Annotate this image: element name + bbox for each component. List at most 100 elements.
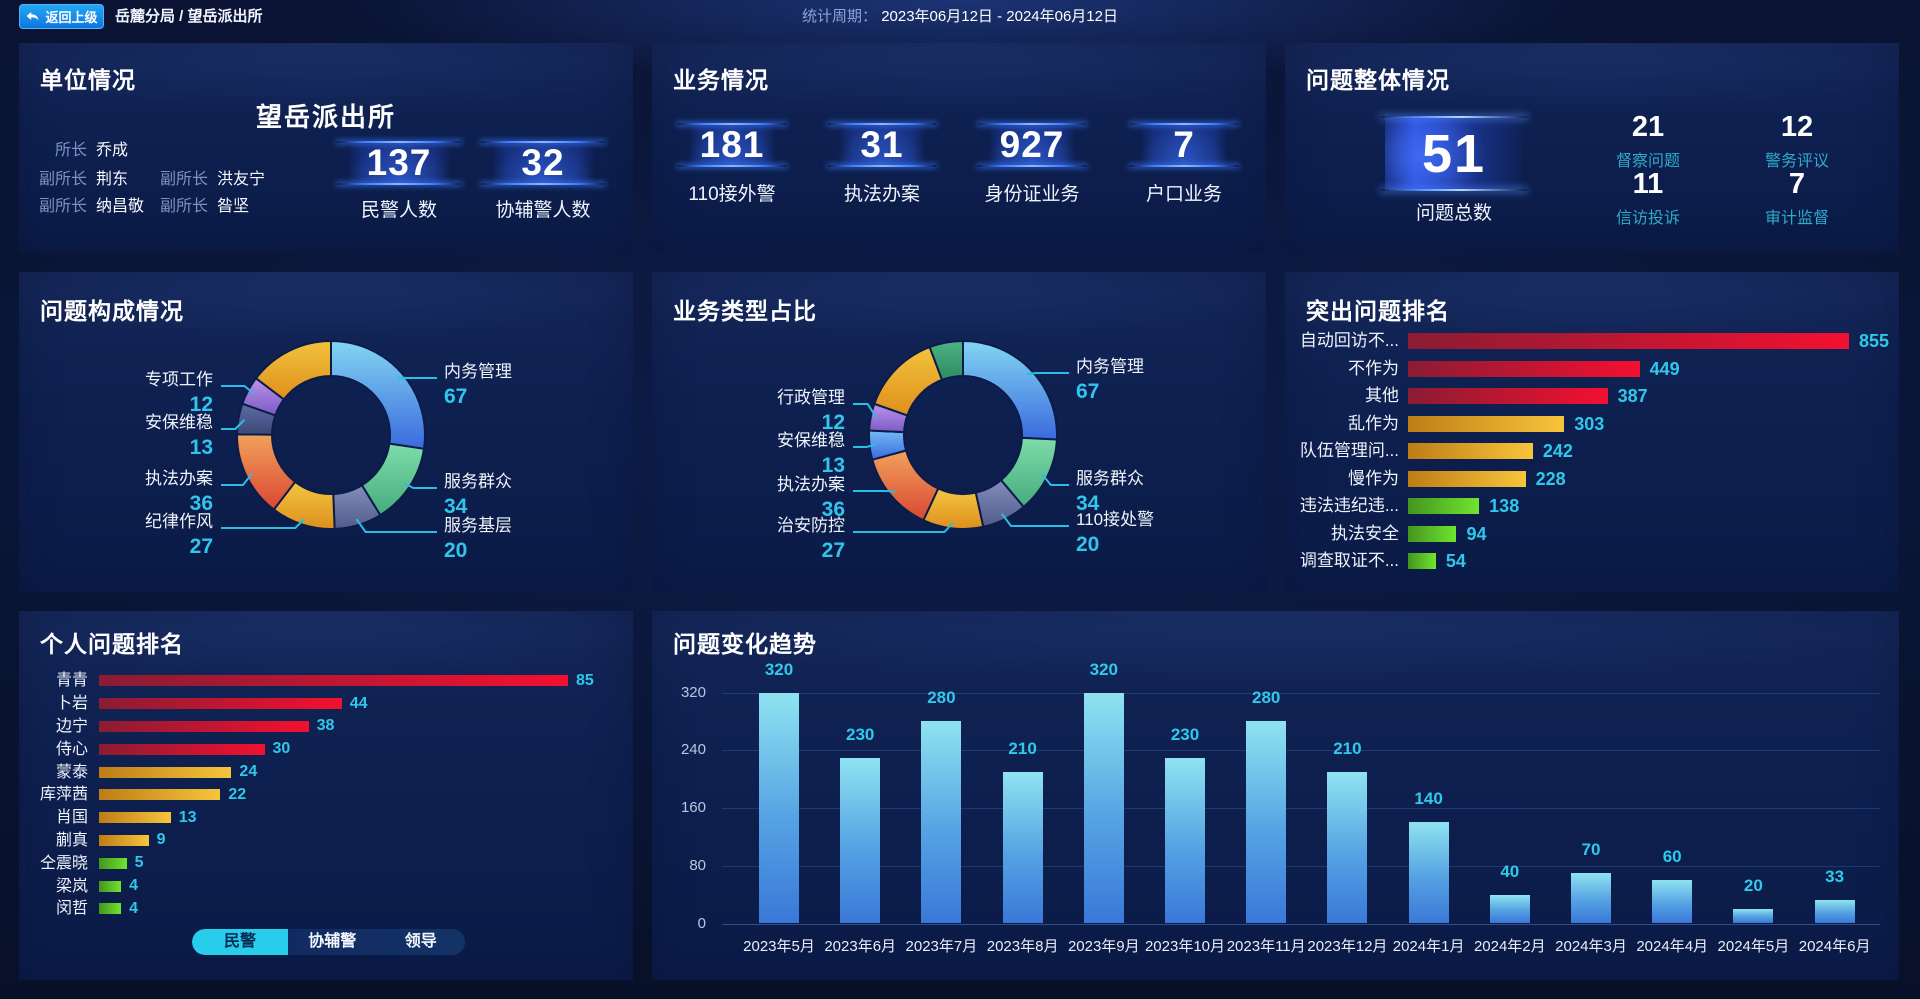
bar[interactable] [1408,388,1608,404]
panel-business-type-share: 业务类型占比 内务管理 67 服务群众 34 110接处警 20 治安防控 27 执法办案 36 安… [652,272,1266,592]
bar[interactable] [99,766,232,778]
panel-problem-trend: 问题变化趋势 0 80 160 240 320 320 2023年5月 230 2023年6月 2… [652,611,1899,980]
bar-value: 4 [129,899,138,917]
substat-value: 21 [1631,111,1665,143]
bar[interactable] [99,675,568,687]
stat-label: 户口业务 [1145,184,1222,205]
bar[interactable] [1408,553,1436,569]
bar[interactable] [99,812,171,824]
bar[interactable] [99,789,221,801]
stat-beam-auxiliary-count: 32 [481,141,605,185]
panel-title: 业务类型占比 [673,298,817,324]
bar-value: 40 [1500,861,1520,881]
donut-segment[interactable] [871,449,940,522]
bar[interactable] [99,834,149,846]
x-axis-label: 2024年4月 [1636,937,1709,955]
donut-segment[interactable] [962,339,1058,441]
donut-label-value: 20 [444,539,467,562]
bar-value: 303 [1574,413,1605,434]
x-axis-label: 2024年5月 [1717,937,1790,955]
bar-category-label: 卜岩 [55,695,88,713]
bar[interactable] [1408,333,1849,349]
bar-value: 387 [1617,386,1648,406]
panel-problem-composition: 问题构成情况 内务管理 67 服务群众 34 服务基层 20 纪律作风 27 执法办案 36 安保维… [19,272,633,592]
bar[interactable] [1652,880,1693,924]
stat-label: 问题总数 [1415,203,1492,224]
donut-label-line [853,443,876,448]
stat-beam: 181 [678,123,786,167]
bar[interactable] [1246,721,1287,924]
bar[interactable] [99,698,342,710]
bar[interactable] [99,720,309,732]
top-bar: 返回上级 岳麓分局 / 望岳派出所 统计周期： 2023年06月12日 - 20… [0,0,1920,33]
breadcrumb: 岳麓分局 / 望岳派出所 [115,8,263,25]
bar-value: 20 [1743,876,1763,896]
x-axis-label: 2023年11月 [1226,937,1306,955]
x-axis-label: 2023年12月 [1307,937,1388,955]
roster-name: 乔成 [96,142,129,159]
bar[interactable] [1165,757,1205,924]
bar[interactable] [1489,894,1530,924]
bar[interactable] [921,721,962,924]
bar[interactable] [1083,692,1124,924]
bar[interactable] [1408,470,1526,487]
panel-personal-problem-ranking: 个人问题排名 青青 85 卜岩 44 边宁 38 侍心 30 蒙泰 24 库萍茜 22 肖国 13 蒯真 9 仝… [19,611,633,980]
stat-value: 7 [1173,124,1195,165]
stat-label: 110接外警 [688,184,776,205]
donut-label-line [355,518,437,533]
stat-value: 137 [366,142,432,183]
roster-row: 副所长 纳昌敬 副所长 昝坚 [19,198,633,216]
bar-category-label: 自动回访不... [1299,331,1399,350]
panel-title: 问题变化趋势 [673,631,817,657]
x-axis-label: 2023年6月 [824,937,897,955]
stat-value: 31 [860,124,904,165]
donut-segment[interactable] [254,339,332,401]
roster-name: 纳昌敬 [96,198,145,215]
stat-beam-police-count: 137 [337,141,461,185]
donut-label-name: 服务群众 [444,472,512,491]
panel-title: 业务情况 [673,67,769,93]
bar-category-label: 乱作为 [1348,413,1399,433]
y-axis-label: 0 [697,914,706,932]
tab-police[interactable]: 民警 [192,929,288,955]
bar[interactable] [99,903,122,915]
bar-value: 228 [1535,468,1566,489]
bar[interactable] [99,743,265,755]
bar[interactable] [99,857,127,869]
roster-name: 洪友宁 [217,171,266,188]
bar[interactable] [1571,872,1611,924]
donut-segment[interactable] [928,339,964,382]
donut-segment[interactable] [330,339,426,450]
bar[interactable] [1814,899,1855,924]
bar[interactable] [759,692,799,924]
bar[interactable] [1408,415,1565,432]
bar[interactable] [1408,822,1449,924]
bar[interactable] [1408,360,1640,377]
bar[interactable] [1733,909,1774,924]
bar[interactable] [1408,498,1480,514]
bar[interactable] [1002,771,1043,924]
tab-leader[interactable]: 领导 [404,933,437,950]
tab-auxiliary[interactable]: 协辅警 [308,933,357,950]
bar-value: 30 [272,740,291,758]
donut-label-name: 安保维稳 [145,413,213,432]
gridline [722,808,1880,810]
panel-prominent-problem-ranking: 突出问题排名 自动回访不... 855 不作为 449 其他 387 乱作为 303 队伍管理问… [1285,272,1899,592]
roster-row: 副所长 荆东 副所长 洪友宁 [19,171,633,189]
y-axis-label: 320 [680,683,706,701]
donut-segment[interactable] [873,345,944,417]
bar[interactable] [99,880,122,892]
bar[interactable] [840,757,881,924]
donut-label-name: 纪律作风 [145,512,213,531]
bar-category-label: 仝震晓 [39,854,88,872]
bar[interactable] [1327,771,1368,924]
bar[interactable] [1408,525,1457,542]
bar[interactable] [1408,443,1533,459]
prominent-problem-bar-chart: 自动回访不... 855 不作为 449 其他 387 乱作为 303 队伍管理问... 242 慢… [1285,272,1899,592]
bar-value: 230 [846,724,875,744]
back-button[interactable]: 返回上级 [19,4,104,29]
stat-label: 协辅警人数 [495,200,591,221]
bar-value: 320 [764,659,794,679]
donut-label-line [221,419,246,430]
donut-label-line [853,490,896,493]
